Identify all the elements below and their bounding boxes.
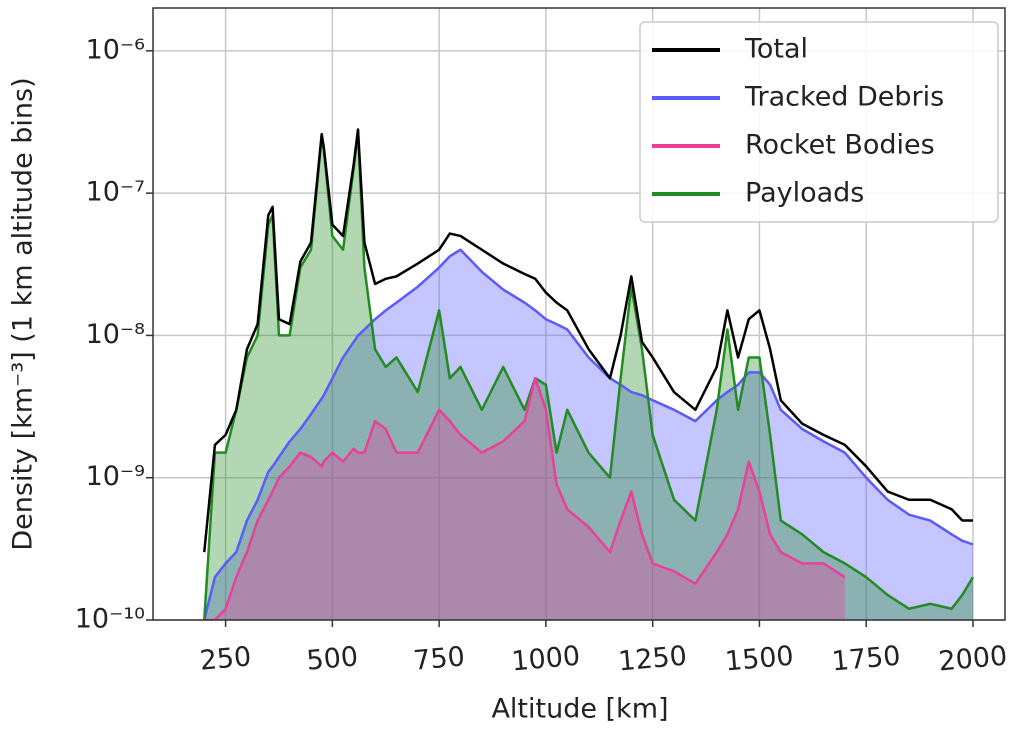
- y-tick-label: 10⁻⁹: [86, 461, 145, 492]
- x-tick-label: 750: [412, 641, 466, 676]
- y-tick-label: 10⁻⁸: [86, 319, 145, 350]
- legend: Total Tracked Debris Rocket Bodies Payloads: [639, 21, 999, 223]
- fills: [204, 131, 973, 620]
- legend-label: Payloads: [745, 178, 864, 209]
- legend-label: Tracked Debris: [744, 82, 944, 113]
- x-axis-label: Altitude [km]: [491, 694, 668, 725]
- x-tick-label: 1500: [724, 641, 795, 678]
- area-fill: [204, 378, 845, 620]
- y-tick-label: 10⁻⁷: [86, 177, 145, 208]
- plot-frame: [152, 7, 1006, 621]
- x-tick-label: 1750: [831, 641, 902, 678]
- series-line: [204, 377, 846, 620]
- y-axis-label: Density [km⁻³] (1 km altitude bins): [8, 77, 39, 550]
- ticks: 10⁻¹⁰ 10⁻⁹ 10⁻⁸ 10⁻⁷ 10⁻⁶ 250 500 750 1000 1250 15…: [75, 34, 1009, 677]
- legend-label: Total: [744, 34, 808, 65]
- series-line: [203, 128, 973, 553]
- legend-label: Rocket Bodies: [745, 130, 935, 161]
- area-fill: [204, 131, 973, 620]
- lines: [203, 128, 975, 620]
- y-tick-label: 10⁻¹⁰: [75, 604, 145, 635]
- series-line: [203, 130, 975, 620]
- y-tick-label: 10⁻⁶: [86, 34, 145, 65]
- x-tick-label: 1250: [617, 641, 688, 678]
- x-tick-label: 2000: [937, 641, 1008, 678]
- x-tick-label: 500: [305, 641, 359, 676]
- x-tick-label: 250: [198, 641, 252, 676]
- legend-box: [639, 21, 999, 223]
- x-tick-label: 1000: [510, 641, 581, 678]
- area-fill: [204, 249, 973, 620]
- series-line: [203, 248, 974, 620]
